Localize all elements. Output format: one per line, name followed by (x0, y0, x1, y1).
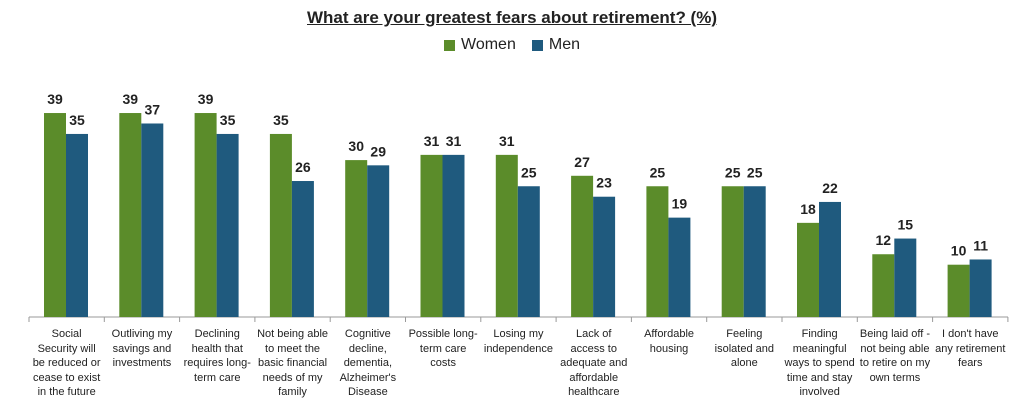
bar-women (646, 186, 669, 317)
bar-men (367, 165, 390, 317)
category-label: Not being able to meet the basic financi… (257, 328, 329, 398)
bar-men (743, 186, 766, 317)
data-label-men: 15 (898, 217, 914, 233)
data-label-women: 25 (725, 164, 741, 180)
bar-women (721, 186, 744, 317)
bar-men (216, 133, 239, 317)
data-label-men: 23 (596, 175, 612, 191)
data-label-men: 35 (69, 112, 85, 128)
data-label-women: 25 (650, 164, 666, 180)
bar-women (194, 113, 217, 317)
data-label-men: 11 (973, 237, 988, 253)
data-label-men: 31 (446, 133, 462, 149)
category-label: Declining health that requires long-term… (183, 328, 251, 384)
data-label-men: 35 (220, 112, 236, 128)
category-label: Being laid off - not being able to retir… (859, 328, 931, 384)
data-label-women: 39 (47, 91, 63, 107)
bar-men (291, 181, 314, 317)
data-label-women: 39 (123, 91, 139, 107)
legend-label-men: Men (548, 36, 580, 53)
bar-men (668, 217, 691, 317)
bar-women (571, 175, 594, 317)
category-label: Affordable housing (644, 328, 695, 355)
legend-swatch-men (531, 39, 543, 51)
chart-title: What are your greatest fears about retir… (307, 8, 717, 27)
data-label-women: 10 (951, 243, 967, 259)
category-label: Cognitive decline, dementia, Alzheimer's… (339, 328, 397, 398)
bar-women (44, 113, 66, 317)
category-label: Finding meaningful ways to spend time an… (784, 328, 855, 398)
category-label: Lack of access to adequate and affordabl… (560, 328, 628, 398)
data-label-women: 39 (198, 91, 214, 107)
legend-item-women: Women (444, 36, 516, 54)
legend: Women Men (0, 36, 1024, 54)
bar-women (119, 113, 142, 317)
data-label-men: 37 (145, 101, 161, 117)
bar-men (442, 154, 465, 317)
bar-men (517, 186, 540, 317)
data-label-women: 35 (273, 112, 289, 128)
bar-women (872, 254, 895, 317)
bar-men (141, 123, 164, 318)
data-label-men: 22 (822, 180, 838, 196)
data-label-men: 29 (370, 143, 386, 159)
data-label-women: 31 (424, 133, 440, 149)
bar-women (345, 160, 368, 317)
bar-women (947, 264, 970, 317)
category-label: Losing my independence (483, 328, 553, 355)
category-label: Outliving my savings and investments (111, 328, 173, 369)
data-label-men: 19 (672, 196, 688, 212)
data-label-women: 31 (499, 133, 515, 149)
category-label: Possible long-term care costs (408, 328, 478, 369)
bar-men (819, 201, 841, 317)
bar-women (797, 222, 819, 317)
legend-item-men: Men (531, 36, 580, 54)
bar-men (66, 133, 88, 317)
data-label-women: 30 (348, 138, 364, 154)
bar-women (420, 154, 443, 317)
legend-swatch-women (444, 39, 456, 51)
data-label-women: 18 (800, 201, 816, 217)
bar-men (894, 238, 917, 317)
data-label-men: 25 (747, 164, 763, 180)
category-label: Social Security will be reduced or cease… (32, 328, 101, 398)
category-label: I don't have any retirement fears (935, 328, 1006, 369)
bar-women (269, 133, 292, 317)
category-label: Feeling isolated and alone (714, 328, 774, 369)
data-label-men: 26 (295, 159, 311, 175)
data-label-women: 27 (574, 154, 590, 170)
legend-label-women: Women (461, 36, 516, 53)
bar-women (495, 154, 518, 317)
bar-men (969, 259, 992, 317)
bar-men (593, 196, 616, 317)
data-label-men: 25 (521, 164, 537, 180)
data-label-women: 12 (876, 232, 892, 248)
